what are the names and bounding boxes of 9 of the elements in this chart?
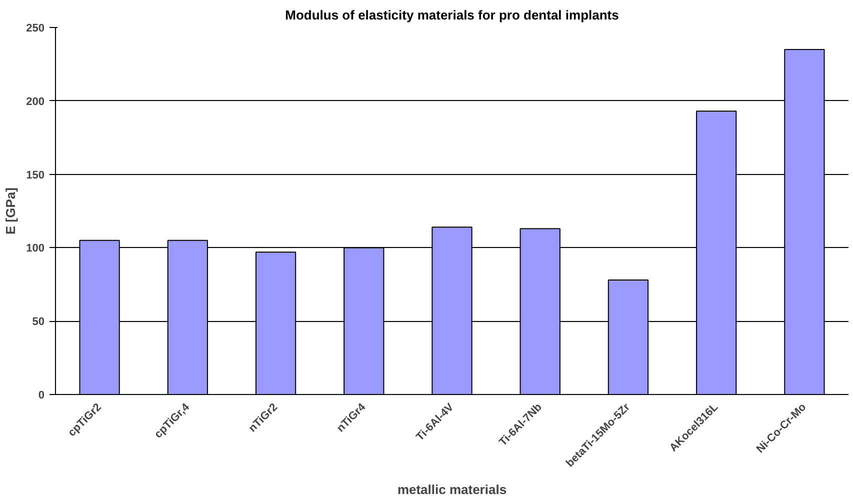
y-tick-label: 0 bbox=[38, 390, 45, 402]
chart-title: Modulus of elasticity materials for pro dental implants bbox=[285, 8, 619, 22]
y-tick-label: 250 bbox=[26, 22, 45, 34]
y-tick-label: 50 bbox=[32, 316, 45, 328]
y-tick-label: 100 bbox=[26, 242, 45, 255]
x-axis-title: metallic materials bbox=[397, 482, 507, 497]
y-tick-label: 200 bbox=[26, 96, 45, 108]
y-axis-title: E [GPa] bbox=[3, 188, 18, 234]
y-tick-label: 150 bbox=[26, 169, 45, 182]
